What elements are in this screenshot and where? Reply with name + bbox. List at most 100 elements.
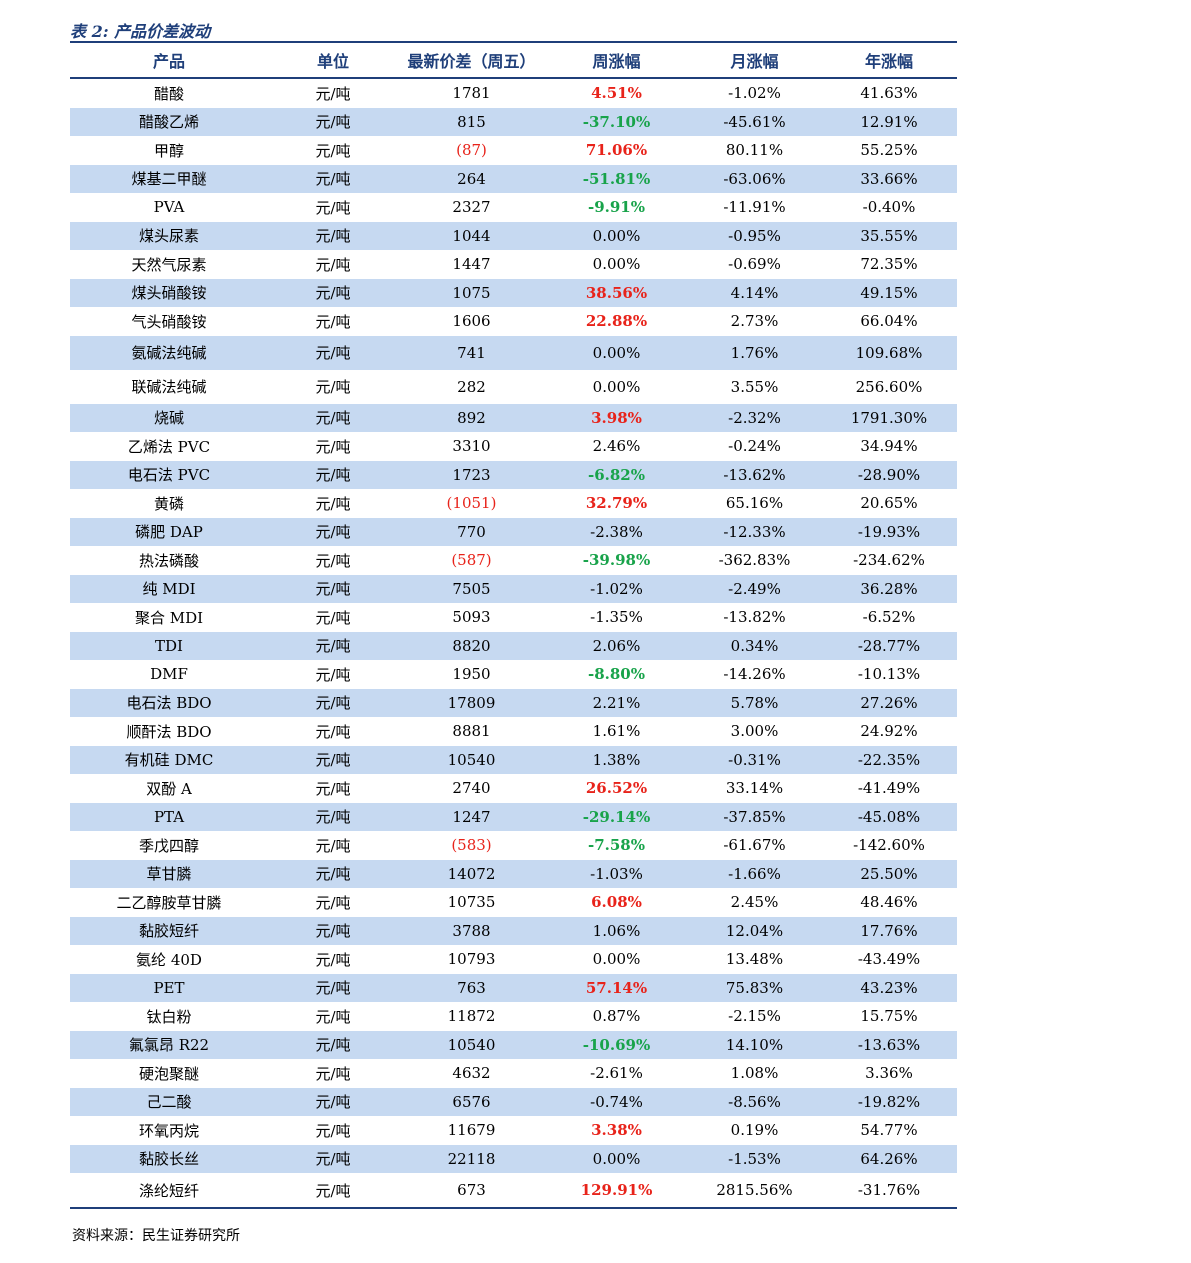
year-change-cell: -13.63% [857, 1035, 921, 1054]
product-cell: PVA [153, 198, 185, 217]
price-spread-table: 产品 单位 最新价差（周五） 周涨幅 月涨幅 年涨幅 醋酸 元/吨 1781 4.51… [70, 41, 957, 1209]
spread-cell: 10540 [447, 750, 496, 769]
unit-cell: 元/吨 [315, 893, 351, 912]
month-change-cell: -61.67% [723, 836, 786, 855]
week-change-cell: 71.06% [585, 141, 648, 160]
week-change-cell: -1.35% [590, 608, 643, 627]
product-cell: 煤头硝酸铵 [131, 284, 207, 303]
unit-cell: 元/吨 [315, 170, 351, 189]
table-row: 纯 MDI 元/吨 7505 -1.02% -2.49% 36.28% [70, 574, 957, 603]
unit-cell: 元/吨 [315, 523, 351, 542]
product-cell: 电石法 BDO [126, 694, 212, 713]
unit-cell: 元/吨 [315, 580, 351, 599]
week-change-cell: 0.00% [592, 226, 641, 245]
table-row: 醋酸 元/吨 1781 4.51% -1.02% 41.63% [70, 79, 957, 108]
week-change-cell: 1.61% [592, 722, 641, 741]
year-change-cell: -31.76% [857, 1181, 921, 1199]
spread-cell: 10540 [447, 1035, 496, 1054]
spread-cell: 11872 [447, 1007, 496, 1026]
year-change-cell: -41.49% [857, 779, 921, 798]
unit-cell: 元/吨 [315, 113, 351, 132]
month-change-cell: 3.00% [730, 722, 779, 741]
year-change-cell: -234.62% [853, 551, 925, 570]
month-change-cell: -0.69% [728, 255, 781, 274]
table-row: 氨纶 40D 元/吨 10793 0.00% 13.48% -43.49% [70, 945, 957, 974]
product-cell: 纯 MDI [142, 580, 196, 599]
header-product: 产品 [152, 52, 185, 71]
unit-cell: 元/吨 [315, 378, 351, 396]
week-change-cell: 129.91% [580, 1181, 653, 1199]
table-row: PET 元/吨 763 57.14% 75.83% 43.23% [70, 973, 957, 1002]
week-change-cell: -37.10% [582, 112, 651, 131]
year-change-cell: 41.63% [860, 84, 918, 103]
unit-cell: 元/吨 [315, 1064, 351, 1083]
spread-cell: 7505 [452, 579, 491, 598]
table-row: 气头硝酸铵 元/吨 1606 22.88% 2.73% 66.04% [70, 307, 957, 336]
spread-cell: 6576 [452, 1092, 491, 1111]
year-change-cell: -0.40% [862, 198, 916, 217]
table-row: DMF 元/吨 1950 -8.80% -14.26% -10.13% [70, 660, 957, 689]
product-cell: 热法磷酸 [138, 551, 199, 570]
table-row: 烧碱 元/吨 892 3.98% -2.32% 1791.30% [70, 403, 957, 432]
product-cell: 涤纶短纤 [138, 1181, 199, 1200]
month-change-cell: -37.85% [723, 807, 786, 826]
product-cell: 黄磷 [153, 494, 184, 513]
product-cell: 氟氯昂 R22 [128, 1036, 210, 1055]
product-cell: 双酚 A [146, 779, 192, 798]
week-change-cell: -2.61% [590, 1064, 643, 1083]
unit-cell: 元/吨 [315, 84, 351, 103]
spread-cell: 264 [457, 169, 486, 188]
table-header: 产品 单位 最新价差（周五） 周涨幅 月涨幅 年涨幅 [70, 43, 957, 79]
table-row: 黏胶短纤 元/吨 3788 1.06% 12.04% 17.76% [70, 916, 957, 945]
spread-cell: 17809 [447, 693, 496, 712]
year-change-cell: 33.66% [860, 169, 918, 188]
month-change-cell: -8.56% [728, 1092, 781, 1111]
week-change-cell: -0.74% [590, 1092, 643, 1111]
spread-cell: 763 [457, 978, 486, 997]
table-row: 甲醇 元/吨 (87) 71.06% 80.11% 55.25% [70, 136, 957, 165]
week-change-cell: -8.80% [587, 665, 645, 684]
header-spread: 最新价差（周五） [407, 52, 536, 71]
spread-cell: 2327 [452, 198, 491, 217]
table-row: 己二酸 元/吨 6576 -0.74% -8.56% -19.82% [70, 1087, 957, 1116]
week-change-cell: 4.51% [591, 84, 642, 103]
table-row: 电石法 PVC 元/吨 1723 -6.82% -13.62% -28.90% [70, 460, 957, 489]
month-change-cell: 1.76% [730, 343, 779, 362]
table-row: 顺酐法 BDO 元/吨 8881 1.61% 3.00% 24.92% [70, 717, 957, 746]
year-change-cell: -10.13% [857, 665, 921, 684]
unit-cell: 元/吨 [315, 608, 351, 627]
spread-cell: (1051) [446, 494, 497, 513]
year-change-cell: -142.60% [853, 836, 925, 855]
week-change-cell: -2.38% [590, 522, 643, 541]
table-row: 黏胶长丝 元/吨 22118 0.00% -1.53% 64.26% [70, 1144, 957, 1173]
year-change-cell: 109.68% [855, 343, 923, 362]
month-change-cell: 3.55% [730, 377, 779, 396]
product-cell: 氨碱法纯碱 [131, 344, 207, 362]
year-change-cell: 72.35% [860, 255, 918, 274]
year-change-cell: -6.52% [862, 608, 916, 627]
product-cell: 黏胶短纤 [138, 922, 199, 941]
table-row: TDI 元/吨 8820 2.06% 0.34% -28.77% [70, 631, 957, 660]
table-row: 有机硅 DMC 元/吨 10540 1.38% -0.31% -22.35% [70, 745, 957, 774]
week-change-cell: 0.87% [592, 1007, 641, 1026]
year-change-cell: -28.77% [857, 636, 921, 655]
unit-cell: 元/吨 [315, 466, 351, 485]
week-change-cell: -9.91% [587, 198, 645, 217]
month-change-cell: 5.78% [730, 693, 779, 712]
unit-cell: 元/吨 [315, 1121, 351, 1140]
product-cell: 甲醇 [153, 141, 184, 160]
month-change-cell: -13.82% [723, 608, 786, 627]
spread-cell: 892 [457, 408, 486, 427]
header-month-change: 月涨幅 [730, 52, 779, 71]
spread-cell: 1075 [452, 283, 491, 302]
product-cell: 醋酸 [153, 84, 184, 103]
month-change-cell: -11.91% [723, 198, 786, 217]
table-row: 电石法 BDO 元/吨 17809 2.21% 5.78% 27.26% [70, 688, 957, 717]
unit-cell: 元/吨 [315, 141, 351, 160]
week-change-cell: 0.00% [592, 950, 641, 969]
year-change-cell: 3.36% [865, 1064, 913, 1083]
month-change-cell: -45.61% [723, 112, 786, 131]
product-cell: DMF [150, 665, 188, 684]
source-note: 资料来源：民生证券研究所 [72, 1228, 240, 1244]
month-change-cell: -362.83% [718, 551, 791, 570]
